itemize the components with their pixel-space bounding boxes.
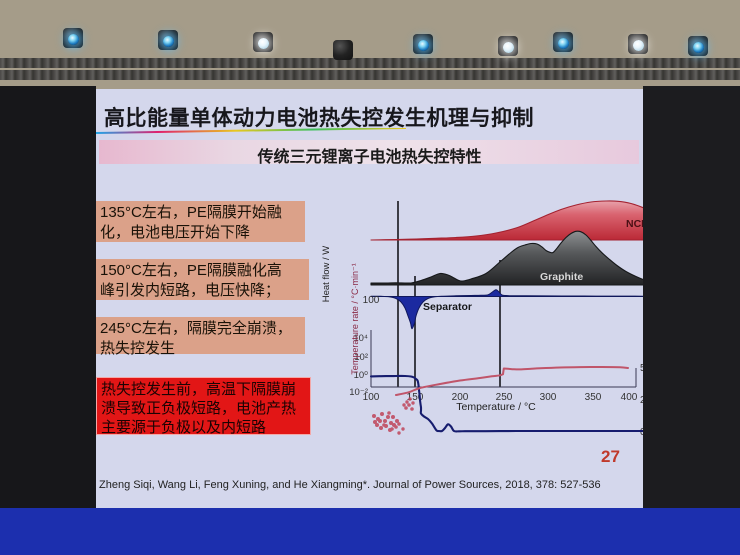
svg-text:2.5: 2.5 bbox=[640, 395, 643, 406]
svg-text:400: 400 bbox=[621, 392, 638, 403]
svg-text:10⁻²: 10⁻² bbox=[349, 387, 368, 398]
svg-text:300: 300 bbox=[540, 392, 557, 403]
svg-text:5: 5 bbox=[640, 363, 643, 374]
svg-text:Separator: Separator bbox=[423, 301, 472, 313]
svg-text:NCM: NCM bbox=[626, 218, 643, 230]
svg-text:350: 350 bbox=[585, 392, 602, 403]
svg-text:100: 100 bbox=[363, 295, 380, 306]
svg-text:Graphite: Graphite bbox=[540, 271, 583, 283]
svg-text:Temperature / °C: Temperature / °C bbox=[456, 401, 536, 413]
svg-text:0: 0 bbox=[640, 427, 643, 438]
svg-text:Temperature rate / °C·min⁻¹: Temperature rate / °C·min⁻¹ bbox=[350, 263, 360, 374]
svg-text:Heat flow / W: Heat flow / W bbox=[321, 246, 332, 303]
